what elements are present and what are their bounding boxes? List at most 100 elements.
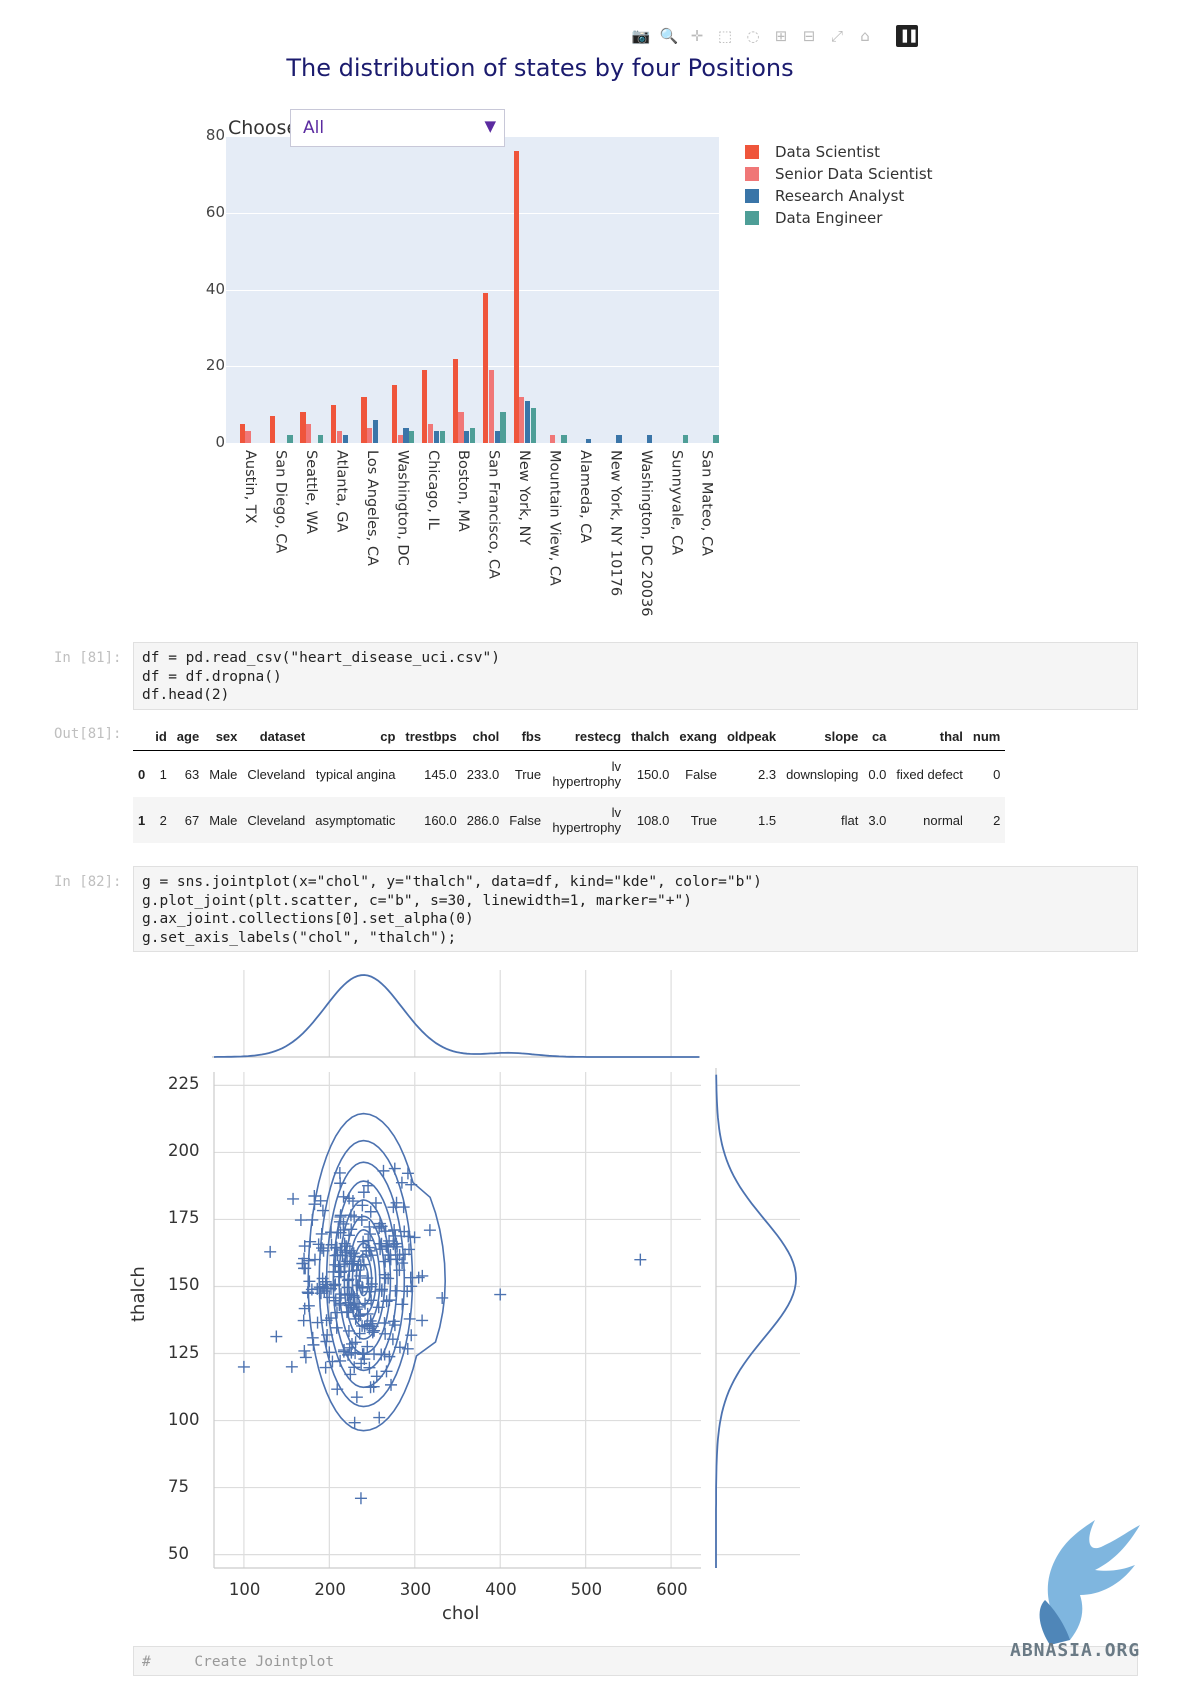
bar[interactable] bbox=[422, 370, 428, 443]
bar[interactable] bbox=[342, 435, 348, 443]
legend-item[interactable]: Research Analyst bbox=[745, 186, 904, 206]
y-tick-label: 80 bbox=[205, 126, 225, 144]
column-header: chol bbox=[461, 722, 505, 751]
column-header: cp bbox=[310, 722, 401, 751]
zoom-in-icon[interactable]: ⊞ bbox=[774, 27, 788, 45]
bar[interactable] bbox=[616, 435, 622, 443]
watermark-text: ABNASIA.ORG bbox=[1010, 1640, 1141, 1661]
scatter-point bbox=[319, 1361, 332, 1374]
scatter-point bbox=[404, 1271, 417, 1284]
bar[interactable] bbox=[525, 400, 531, 443]
reset-axes-icon[interactable]: ⌂ bbox=[860, 27, 870, 45]
scatter-point bbox=[379, 1271, 392, 1284]
legend-label: Research Analyst bbox=[775, 187, 905, 205]
code-line: df.head(2) bbox=[142, 687, 230, 703]
bar[interactable] bbox=[683, 435, 689, 443]
scatter-point bbox=[378, 1317, 391, 1329]
bar[interactable] bbox=[513, 151, 519, 443]
bar[interactable] bbox=[239, 423, 245, 443]
pan-icon[interactable]: ✛ bbox=[690, 27, 704, 45]
column-header: trestbps bbox=[400, 722, 462, 751]
bar[interactable] bbox=[372, 419, 379, 443]
bar[interactable] bbox=[646, 435, 653, 443]
code-line: df = pd.read_csv("heart_disease_uci.csv"… bbox=[142, 650, 500, 666]
bar[interactable] bbox=[428, 423, 434, 443]
bar[interactable] bbox=[245, 431, 251, 443]
scatter-point bbox=[423, 1224, 436, 1237]
position-dropdown[interactable]: All ▼ bbox=[290, 109, 505, 147]
scatter-point bbox=[379, 1327, 392, 1340]
bar[interactable] bbox=[470, 427, 476, 443]
scatter-point bbox=[396, 1257, 409, 1270]
cell-prompt-in82: In [82]: bbox=[54, 874, 122, 890]
bar[interactable] bbox=[452, 358, 458, 443]
scatter-point bbox=[375, 1284, 388, 1297]
bar[interactable] bbox=[300, 412, 306, 443]
bar[interactable] bbox=[713, 435, 719, 443]
column-header: age bbox=[171, 722, 205, 751]
bar[interactable] bbox=[317, 435, 324, 443]
bar[interactable] bbox=[367, 427, 373, 443]
code-cell-81[interactable]: df = pd.read_csv("heart_disease_uci.csv"… bbox=[133, 642, 1138, 710]
y-tick-label: 75 bbox=[168, 1476, 189, 1496]
column-header: thal bbox=[891, 722, 968, 751]
column-header: fbs bbox=[504, 722, 547, 751]
scatter-point bbox=[362, 1241, 375, 1254]
bar[interactable] bbox=[494, 431, 500, 443]
autoscale-icon[interactable]: ⤢ bbox=[830, 27, 843, 45]
bar[interactable] bbox=[500, 412, 506, 443]
code-cell-partial[interactable]: # Create Jointplot bbox=[133, 1646, 1138, 1676]
scatter-point bbox=[336, 1249, 349, 1262]
bar[interactable] bbox=[561, 435, 567, 443]
lasso-icon[interactable]: ◌ bbox=[746, 27, 760, 45]
bar[interactable] bbox=[330, 404, 337, 443]
bar[interactable] bbox=[336, 431, 342, 443]
scatter-point bbox=[354, 1492, 367, 1505]
zoom-icon[interactable]: 🔍 bbox=[659, 27, 679, 45]
bar[interactable] bbox=[361, 396, 367, 443]
bar[interactable] bbox=[409, 431, 415, 443]
camera-icon[interactable]: 📷 bbox=[631, 27, 651, 45]
plotly-logo-icon[interactable]: ▐▐ bbox=[896, 25, 918, 47]
bar[interactable] bbox=[439, 431, 445, 443]
y-gridline bbox=[226, 212, 719, 214]
table-cell: 233.0 bbox=[466, 766, 500, 782]
bar[interactable] bbox=[403, 427, 409, 443]
code-line: g = sns.jointplot(x="chol", y="thalch", … bbox=[142, 874, 762, 890]
table-cell: flat bbox=[781, 797, 864, 843]
bar[interactable] bbox=[270, 416, 276, 443]
griffin-logo-icon bbox=[1039, 1520, 1140, 1645]
bar[interactable] bbox=[585, 439, 592, 443]
code-cell-82[interactable]: g = sns.jointplot(x="chol", y="thalch", … bbox=[133, 866, 1138, 952]
legend-item[interactable]: Senior Data Scientist bbox=[745, 164, 933, 184]
scatter-point bbox=[389, 1229, 402, 1242]
bar[interactable] bbox=[397, 435, 403, 443]
scatter-point bbox=[321, 1328, 334, 1341]
bar[interactable] bbox=[306, 423, 312, 443]
scatter-point bbox=[334, 1177, 347, 1190]
bar[interactable] bbox=[549, 435, 555, 443]
scatter-point bbox=[363, 1244, 376, 1257]
bar[interactable] bbox=[483, 293, 489, 443]
bar[interactable] bbox=[287, 435, 293, 443]
bar[interactable] bbox=[464, 431, 470, 443]
scatter-point bbox=[388, 1162, 401, 1175]
bar[interactable] bbox=[519, 396, 525, 443]
scatter-point bbox=[380, 1239, 393, 1252]
scatter-point bbox=[373, 1411, 386, 1424]
scatter-point bbox=[355, 1213, 368, 1226]
column-header: id bbox=[150, 722, 172, 751]
scatter-point bbox=[341, 1274, 354, 1287]
bar[interactable] bbox=[530, 408, 537, 443]
legend-item[interactable]: Data Engineer bbox=[745, 208, 882, 228]
legend-item[interactable]: Data Scientist bbox=[745, 142, 880, 162]
scatter-point bbox=[325, 1238, 338, 1251]
bar[interactable] bbox=[391, 385, 397, 443]
bar[interactable] bbox=[488, 370, 495, 443]
zoom-out-icon[interactable]: ⊟ bbox=[802, 27, 816, 45]
box-select-icon[interactable]: ⬚ bbox=[717, 27, 733, 45]
scatter-point bbox=[314, 1194, 327, 1207]
scatter-point bbox=[320, 1314, 333, 1327]
bar[interactable] bbox=[433, 431, 439, 443]
bar[interactable] bbox=[458, 412, 464, 443]
